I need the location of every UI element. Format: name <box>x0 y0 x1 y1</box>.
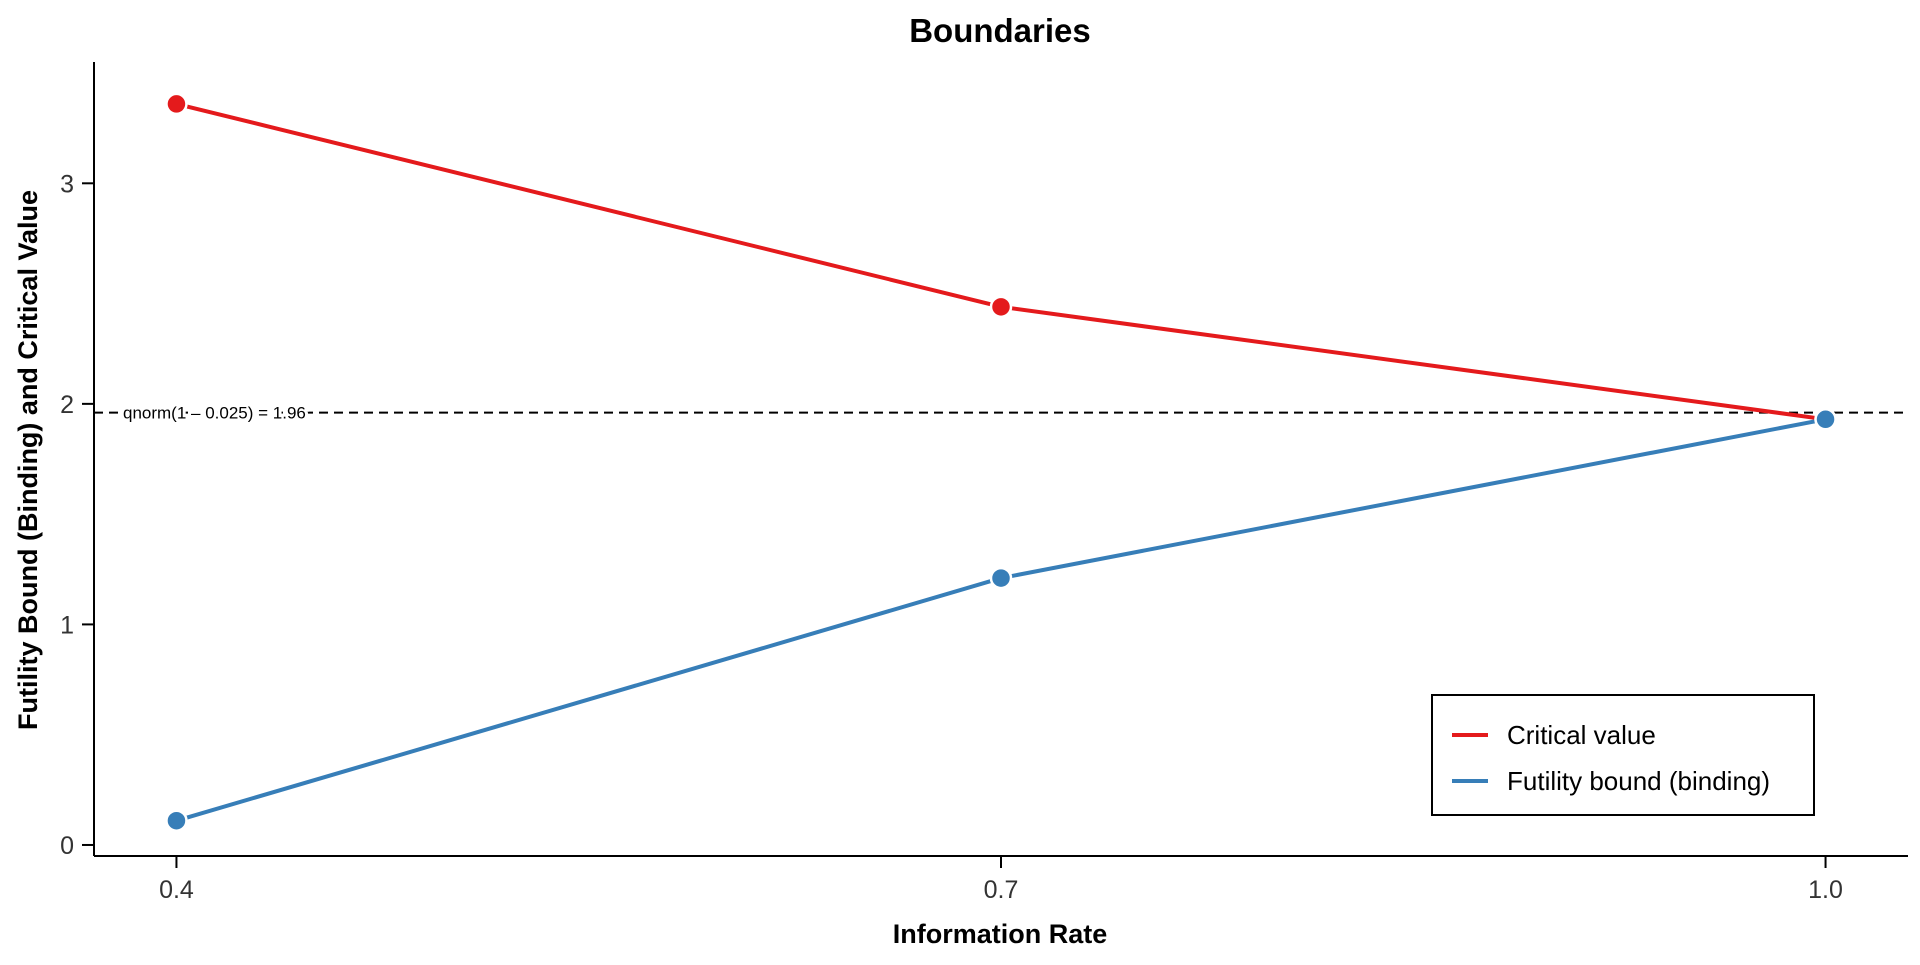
series-layer <box>165 92 1837 832</box>
series-points-0 <box>165 92 1837 431</box>
series-critical-value <box>174 101 1828 422</box>
series-points-1 <box>165 408 1837 832</box>
data-point <box>989 295 1013 319</box>
legend: Critical value Futility bound (binding) <box>1431 694 1815 816</box>
y-tick-label: 3 <box>60 170 74 198</box>
data-point <box>1814 408 1837 431</box>
series-line <box>174 101 1828 422</box>
data-point <box>165 92 188 116</box>
y-tick-label: 1 <box>60 611 74 639</box>
x-axis-label: Information Rate <box>893 919 1108 949</box>
y-tick-label: 0 <box>60 832 74 860</box>
legend-label: Critical value <box>1507 720 1656 750</box>
x-tick-label: 0.7 <box>984 876 1019 904</box>
reference-line-layer: qnorm(1 – 0.025) = 1.96 <box>94 401 1908 426</box>
y-axis-label: Futility Bound (Binding) and Critical Va… <box>13 190 43 730</box>
y-tick-label: 2 <box>60 391 74 419</box>
legend-label: Futility bound (binding) <box>1507 766 1770 796</box>
reference-line-label: qnorm(1 – 0.025) = 1.96 <box>123 404 306 423</box>
data-point <box>989 566 1013 590</box>
x-tick-label: 0.4 <box>159 876 194 904</box>
x-tick-label: 1.0 <box>1808 876 1843 904</box>
data-point <box>165 809 188 832</box>
chart-title: Boundaries <box>909 12 1091 49</box>
axes-layer: 0 1 2 3 0.4 0.7 1.0 <box>60 62 1908 904</box>
legend-box <box>1431 694 1815 816</box>
